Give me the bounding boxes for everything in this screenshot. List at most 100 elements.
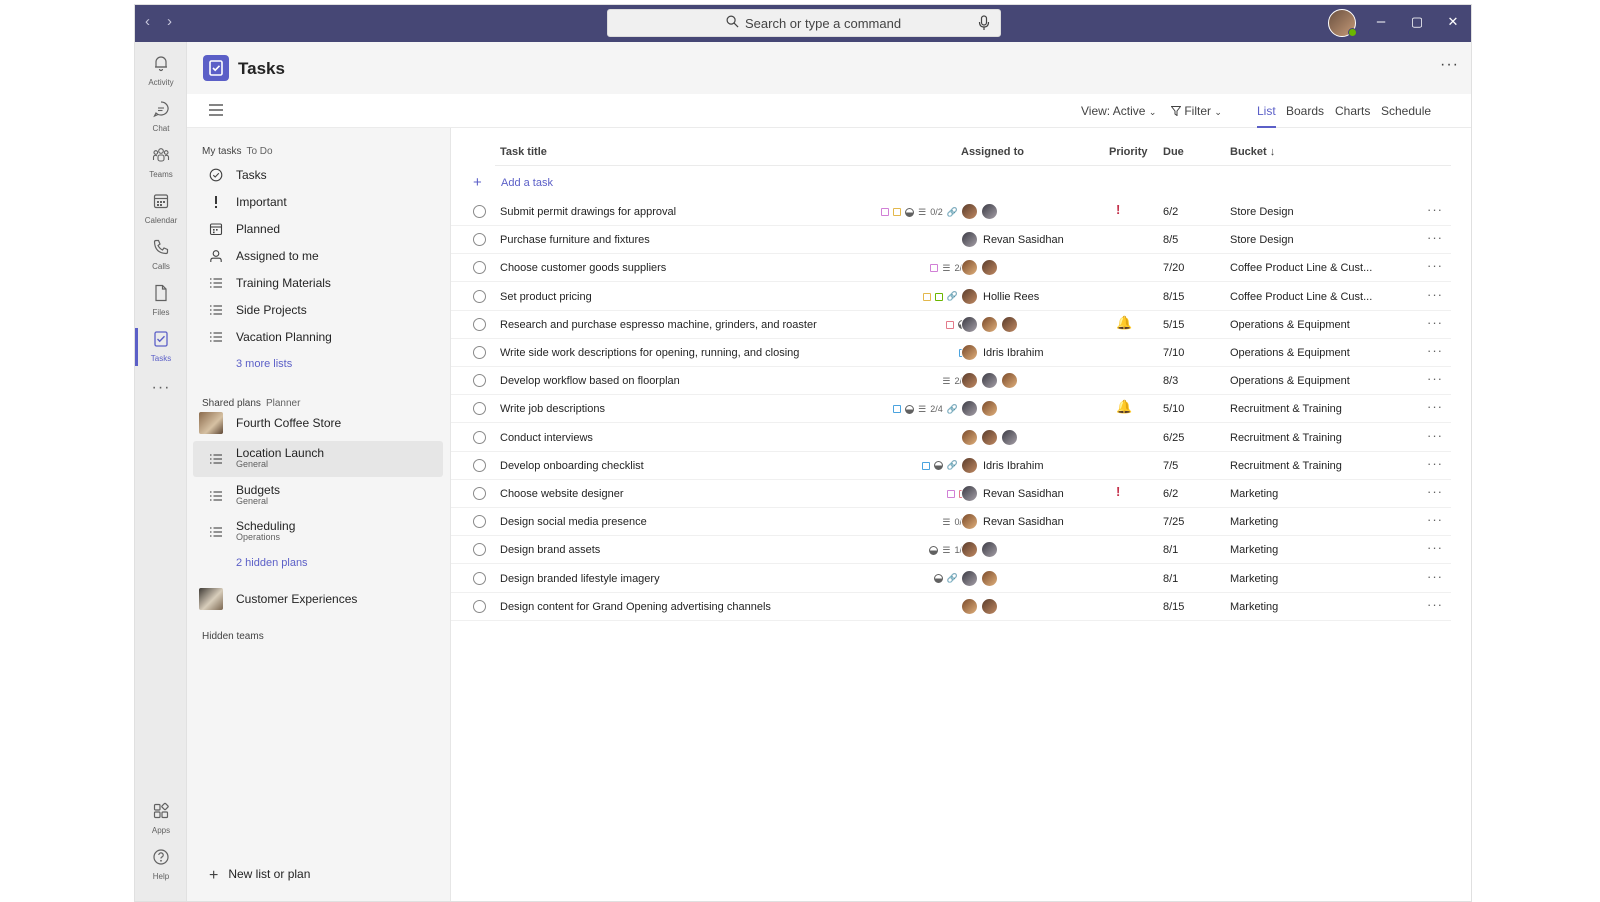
new-list-button[interactable]: + New list or plan [209,867,310,885]
assignees[interactable] [961,344,978,362]
assignees[interactable] [961,231,978,249]
row-more-button[interactable]: ··· [1427,314,1443,330]
more-apps-button[interactable]: ··· [151,379,171,396]
complete-checkbox[interactable] [473,289,486,303]
bucket-name[interactable]: Recruitment & Training [1230,431,1342,444]
assignees[interactable] [961,485,978,503]
nav-item-vacation-planning[interactable]: Vacation Planning [193,325,443,351]
complete-checkbox[interactable] [473,515,486,529]
task-title[interactable]: Set product pricing [500,290,592,303]
table-row[interactable]: Write side work descriptions for opening… [451,339,1451,367]
tab-boards[interactable]: Boards [1286,104,1325,118]
table-row[interactable]: Set product pricing🔗1Hollie Rees8/15Coff… [451,283,1451,311]
rail-tasks[interactable]: Tasks [135,326,187,370]
table-row[interactable]: Write job descriptions ☰2/4🔗2 🔔 5/10 Recruit… [451,395,1451,424]
row-more-button[interactable]: ··· [1427,568,1443,584]
due-date[interactable]: 8/1 [1163,572,1179,585]
row-more-button[interactable]: ··· [1427,230,1443,246]
search-box[interactable]: Search or type a command [607,9,1001,37]
complete-checkbox[interactable] [473,458,486,472]
row-more-button[interactable]: ··· [1427,427,1443,443]
rail-teams[interactable]: Teams [135,142,187,186]
complete-checkbox[interactable] [473,205,486,218]
bucket-name[interactable]: Marketing [1230,516,1279,529]
row-more-button[interactable]: ··· [1427,596,1443,612]
plan-scheduling[interactable]: Scheduling Operations [193,514,443,550]
bucket-name[interactable]: Marketing [1230,600,1279,613]
bucket-name[interactable]: Marketing [1230,488,1279,500]
tab-charts[interactable]: Charts [1335,104,1371,118]
nav-item-planned[interactable]: Planned [193,217,443,243]
due-date[interactable]: 8/15 [1163,290,1185,303]
task-title[interactable]: Write job descriptions [500,403,605,416]
app-more-button[interactable]: ··· [1440,56,1459,73]
complete-checkbox[interactable] [473,346,486,359]
rail-calendar[interactable]: Calendar [135,188,187,232]
complete-checkbox[interactable] [473,487,486,500]
plan-budgets[interactable]: Budgets General [193,478,443,514]
bucket-name[interactable]: Store Design [1230,206,1294,218]
bucket-name[interactable]: Recruitment & Training [1230,459,1342,472]
due-date[interactable]: 6/25 [1163,431,1185,444]
column-header-assigned[interactable]: Assigned to [961,146,1024,158]
complete-checkbox[interactable] [473,374,486,388]
due-date[interactable]: 6/2 [1163,488,1179,500]
task-title[interactable]: Design content for Grand Opening adverti… [500,600,771,613]
nav-item-side-projects[interactable]: Side Projects [193,298,443,324]
team-fourth-coffee-store[interactable]: Fourth Coffee Store [236,416,342,430]
maximize-button[interactable]: ▢ [1410,14,1424,29]
tab-list[interactable]: List [1257,104,1276,128]
row-more-button[interactable]: ··· [1427,484,1443,499]
nav-item-assigned-to-me[interactable]: Assigned to me [193,244,443,270]
table-row[interactable]: Submit permit drawings for approval ☰ 0/2 🔗… [451,198,1451,226]
row-more-button[interactable]: ··· [1427,371,1443,387]
table-row[interactable]: Develop onboarding checklist🔗1Idris Ibra… [451,452,1451,480]
minimize-button[interactable]: – [1376,13,1386,30]
team-customer-experiences[interactable]: Customer Experiences [236,592,358,606]
view-dropdown[interactable]: View: Active ⌄ [1081,104,1156,118]
bucket-name[interactable]: Marketing [1230,544,1279,557]
rail-chat[interactable]: Chat [135,96,187,140]
table-row[interactable]: Design content for Grand Opening adverti… [451,593,1451,621]
assignees[interactable] [961,400,998,418]
nav-item-tasks[interactable]: Tasks [193,163,443,189]
assignees[interactable] [961,513,978,531]
close-button[interactable]: ✕ [1447,14,1459,29]
assignees[interactable] [961,569,998,588]
nav-item-important[interactable]: Important [193,190,443,216]
row-more-button[interactable]: ··· [1427,202,1443,217]
due-date[interactable]: 7/20 [1163,262,1185,275]
tab-schedule[interactable]: Schedule [1381,104,1432,118]
due-date[interactable]: 6/2 [1163,206,1179,218]
back-button[interactable]: ‹ [145,13,150,30]
task-title[interactable]: Conduct interviews [500,431,593,444]
row-more-button[interactable]: ··· [1427,540,1443,556]
complete-checkbox[interactable] [473,317,486,331]
complete-checkbox[interactable] [473,599,486,613]
row-more-button[interactable]: ··· [1427,343,1443,358]
column-header-priority[interactable]: Priority [1109,146,1148,158]
plan-location-launch[interactable]: Location Launch General [193,441,443,477]
table-row[interactable]: Conduct interviews 6/25 Recruitment & Trai… [451,424,1451,452]
assignees[interactable] [961,456,978,475]
assignees[interactable] [961,541,998,559]
due-date[interactable]: 7/10 [1163,347,1185,359]
bucket-name[interactable]: Coffee Product Line & Cust... [1230,290,1373,303]
due-date[interactable]: 8/15 [1163,600,1185,613]
row-more-button[interactable]: ··· [1427,455,1443,471]
row-more-button[interactable]: ··· [1427,258,1443,274]
column-header-title[interactable]: Task title [500,146,547,158]
table-row[interactable]: Research and purchase espresso machine, … [451,311,1451,339]
row-more-button[interactable]: ··· [1427,286,1443,302]
row-more-button[interactable]: ··· [1427,512,1443,528]
due-date[interactable]: 7/25 [1163,516,1185,529]
table-row[interactable]: Design branded lifestyle imagery🔗38/1Mar… [451,565,1451,593]
hidden-teams-link[interactable]: Hidden teams [202,631,264,642]
hamburger-icon[interactable] [209,104,223,116]
microphone-icon[interactable] [978,15,990,31]
hidden-plans-link[interactable]: 2 hidden plans [236,557,308,569]
complete-checkbox[interactable] [473,261,486,275]
rail-calls[interactable]: Calls [135,234,187,278]
filter-dropdown[interactable]: Filter ⌄ [1170,104,1222,118]
assignees[interactable] [961,315,1018,334]
